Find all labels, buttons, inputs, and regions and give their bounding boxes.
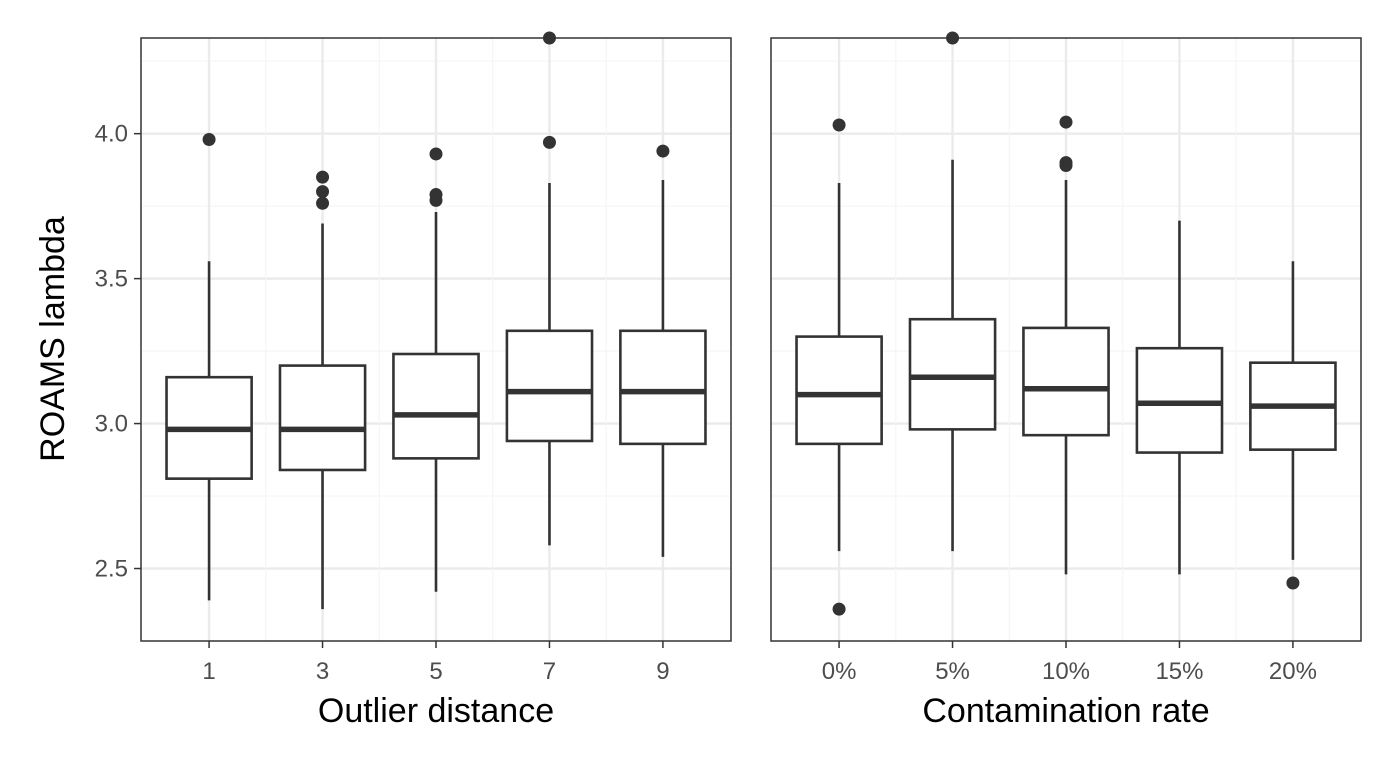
box-iqr	[505, 329, 594, 443]
x-tick-label: 5%	[935, 658, 970, 685]
box-iqr	[619, 329, 707, 446]
y-tick-label: 4.0	[95, 121, 128, 148]
y-tick-label: 2.5	[95, 556, 128, 583]
outlier-point	[1059, 159, 1073, 173]
x-tick-label: 5	[429, 658, 442, 685]
outlier-point	[202, 132, 216, 146]
right-panel-axes: 0% 5% 10% 15% 20%	[822, 641, 1317, 685]
box-iqr	[1135, 346, 1224, 454]
box-iqr	[795, 335, 883, 446]
outlier-point	[1059, 115, 1073, 129]
box-group	[505, 31, 594, 546]
outlier-point	[316, 185, 330, 199]
box-group	[165, 132, 253, 601]
box-iqr	[392, 352, 480, 460]
y-axis-title: ROAMS lambda	[34, 216, 72, 462]
right-x-axis-title: Contamination rate	[922, 692, 1209, 730]
x-tick-label: 9	[656, 658, 669, 685]
box-group	[619, 144, 707, 557]
x-tick-label: 10%	[1042, 658, 1090, 685]
left-panel-boxes	[165, 31, 707, 610]
outlier-point	[542, 135, 556, 149]
box-group	[392, 147, 480, 592]
x-tick-label: 1	[202, 658, 215, 685]
box-group	[908, 31, 997, 552]
box-iqr	[278, 364, 367, 472]
box-group	[278, 170, 367, 610]
x-tick-label: 7	[543, 658, 556, 685]
x-tick-label: 15%	[1155, 658, 1203, 685]
left-panel-axes: 1 3 5 7 9 2.5 3.0 3.5 4.0	[95, 121, 670, 685]
box-iqr	[1022, 326, 1110, 437]
x-tick-label: 0%	[822, 658, 857, 685]
outlier-point	[429, 193, 443, 207]
outlier-point	[832, 118, 846, 132]
left-panel: 1 3 5 7 9 2.5 3.0 3.5 4.0 ROAMS lambda Outlier d…	[34, 31, 732, 730]
right-panel: 0% 5% 10% 15% 20% Contamination rate	[770, 31, 1362, 730]
box-group	[1022, 115, 1110, 575]
left-x-axis-title: Outlier distance	[318, 692, 554, 730]
y-tick-label: 3.0	[95, 411, 128, 438]
outlier-point	[832, 602, 846, 616]
x-tick-label: 20%	[1269, 658, 1317, 685]
outlier-point	[316, 196, 330, 210]
box-group	[1249, 261, 1337, 590]
box-iqr	[908, 317, 997, 431]
outlier-point	[656, 144, 670, 158]
x-tick-label: 3	[316, 658, 329, 685]
box-group	[795, 118, 883, 616]
y-tick-label: 3.5	[95, 266, 128, 293]
outlier-point	[1286, 576, 1300, 590]
box-group	[1135, 220, 1224, 575]
outlier-point	[429, 147, 443, 161]
right-panel-boxes	[795, 31, 1337, 616]
outlier-point	[316, 170, 330, 184]
